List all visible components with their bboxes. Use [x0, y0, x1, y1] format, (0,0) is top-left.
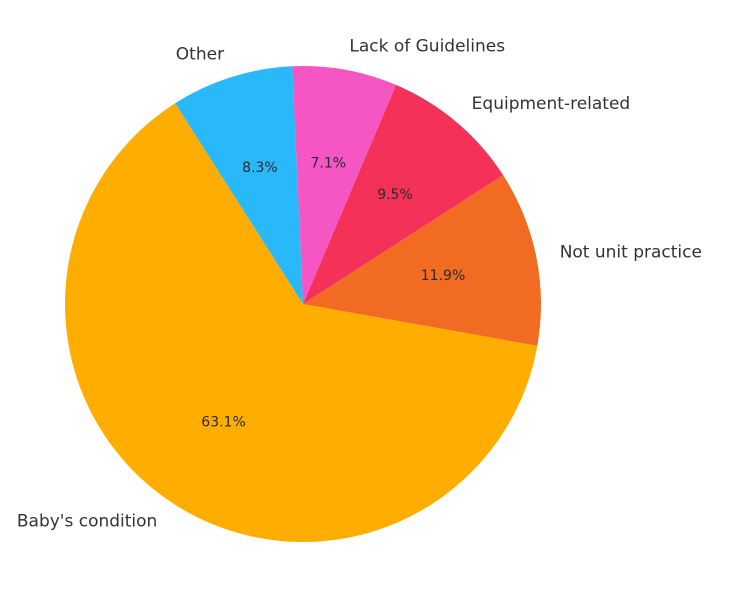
category-label-equipment-related: Equipment-related [472, 94, 631, 114]
pie-slice-equipment-related [303, 84, 504, 304]
pie-slices [64, 65, 541, 543]
percentage-label-other: 8.3% [242, 160, 278, 176]
category-label-other: Other [176, 44, 224, 64]
pie-slice-other [175, 66, 303, 305]
percentage-label-baby-s-condition: 63.1% [201, 415, 245, 431]
percentage-label-equipment-related: 9.5% [377, 187, 413, 203]
category-label-baby-s-condition: Baby's condition [17, 512, 157, 532]
category-label-lack-of-guidelines: Lack of Guidelines [349, 36, 505, 56]
pie-slice-not-unit-practice [303, 175, 541, 346]
percentage-label-lack-of-guidelines: 7.1% [311, 155, 347, 171]
category-labels: Baby's condition Not unit practice Equipme… [17, 36, 702, 531]
percentage-labels: 63.1% 11.9% 9.5% 7.1% 8.3% [201, 155, 465, 430]
category-label-not-unit-practice: Not unit practice [560, 243, 702, 263]
percentage-label-not-unit-practice: 11.9% [421, 268, 465, 284]
pie-slice-baby-s-condition [64, 103, 538, 543]
pie-slice-lack-of-guidelines [292, 65, 396, 304]
